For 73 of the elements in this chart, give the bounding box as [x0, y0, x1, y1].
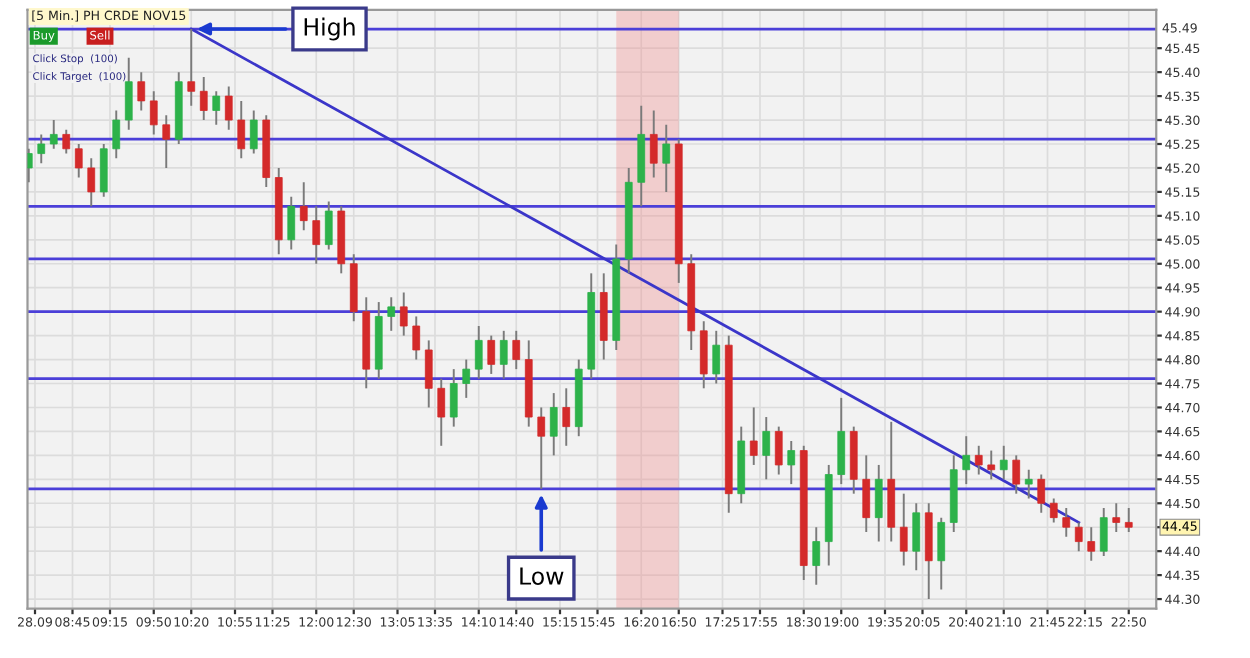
candlestick [112, 109, 121, 160]
candlestick [887, 420, 896, 543]
candlestick [449, 368, 458, 428]
candlestick [1112, 502, 1121, 533]
candlestick [649, 109, 658, 179]
candlestick [962, 435, 971, 486]
candlestick [787, 440, 796, 486]
candlestick [499, 329, 508, 380]
candlestick [1124, 507, 1133, 533]
candlestick [1087, 526, 1096, 562]
candlestick [199, 75, 208, 122]
candlestick [1062, 507, 1071, 538]
candlestick [324, 200, 333, 251]
candlestick [312, 205, 321, 265]
candlestick [1074, 521, 1083, 553]
candlestick [287, 195, 296, 251]
candlestick [1037, 473, 1046, 514]
candlestick [412, 315, 421, 361]
candlestick [162, 114, 171, 169]
candlestick [1049, 497, 1058, 524]
candlestick [27, 147, 33, 184]
candlestick [487, 334, 496, 375]
candlestick [899, 492, 908, 567]
candlestick [762, 416, 771, 481]
candlestick [1024, 468, 1033, 500]
candlestick [774, 425, 783, 476]
candlestick [974, 444, 983, 476]
candlestick [712, 329, 721, 385]
candlestick [99, 143, 108, 198]
candlestick [599, 272, 608, 361]
candlestick [62, 128, 71, 155]
candlestick [749, 406, 758, 466]
candlestick [399, 291, 408, 337]
candlestick [462, 358, 471, 399]
candlestick [149, 90, 158, 136]
candlestick [474, 325, 483, 380]
candlestick [874, 463, 883, 543]
candlestick [562, 387, 571, 447]
candlestick [387, 296, 396, 332]
candlestick [512, 329, 521, 371]
candlestick [699, 320, 708, 390]
candlestick [999, 444, 1008, 481]
candlestick [537, 406, 546, 490]
candlestick [987, 449, 996, 481]
candlestick [812, 526, 821, 586]
candlestick [212, 90, 221, 126]
candlestick [424, 339, 433, 409]
candlestick [437, 377, 446, 447]
candlestick [837, 396, 846, 486]
annotation: High [304, 17, 355, 41]
candlestick [249, 109, 258, 155]
candlestick [849, 425, 858, 495]
candlestick [137, 71, 146, 112]
candlestick [1012, 454, 1021, 495]
candlestick [349, 253, 358, 323]
candlestick [74, 143, 83, 179]
candlestick [1099, 507, 1108, 557]
candlestick [912, 502, 921, 572]
annotation: Low [520, 567, 564, 585]
candlestick [924, 502, 933, 601]
candlestick [637, 104, 646, 208]
candlestick [299, 181, 308, 232]
candlestick [49, 119, 58, 150]
candlestick [862, 454, 871, 533]
candlestick [549, 392, 558, 457]
candlestick [662, 123, 671, 193]
candlestick [87, 157, 96, 208]
candlestick [124, 56, 133, 131]
candlestick [187, 28, 196, 107]
candlestick [937, 516, 946, 591]
candlestick [224, 85, 233, 131]
candlestick [37, 133, 46, 165]
candlestick [237, 99, 246, 160]
